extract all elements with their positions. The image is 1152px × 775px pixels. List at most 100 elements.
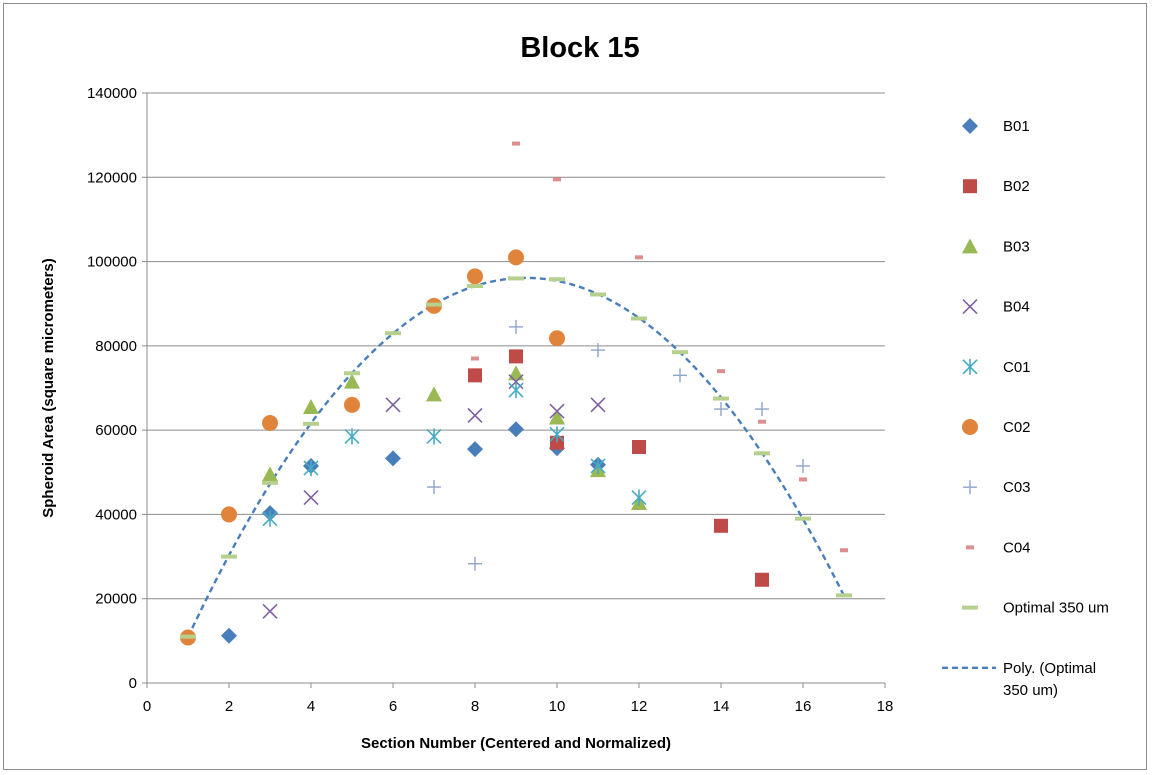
y-tick-label: 0: [129, 675, 137, 692]
legend-item: C03: [963, 479, 1031, 496]
data-point: [840, 548, 848, 553]
data-point: [632, 440, 646, 454]
data-point: [799, 477, 807, 482]
legend-marker: [966, 545, 974, 550]
legend-item: C01: [962, 358, 1031, 376]
data-point: [385, 331, 401, 336]
data-point: [467, 268, 483, 285]
data-point: [344, 371, 360, 376]
x-tick-label: 4: [307, 698, 315, 715]
data-point: [426, 302, 442, 307]
data-point: [549, 426, 565, 443]
data-point: [550, 435, 564, 450]
legend-label: C01: [1003, 359, 1031, 376]
series-optimal-350-um: [180, 276, 852, 639]
x-tick-label: 0: [143, 698, 151, 715]
data-point: [221, 627, 237, 644]
data-point: [385, 450, 401, 467]
data-point: [591, 343, 605, 358]
x-tick-label: 6: [389, 698, 397, 715]
legend-label: C02: [1003, 419, 1031, 436]
x-tick-label: 2: [225, 698, 233, 715]
legend-label: B01: [1003, 118, 1030, 135]
legend-marker: [962, 605, 978, 610]
legend-label: C03: [1003, 479, 1031, 496]
data-point: [717, 369, 725, 374]
data-point: [344, 373, 360, 389]
data-point: [344, 396, 360, 413]
data-point: [512, 141, 520, 146]
x-tick-label: 16: [795, 698, 812, 715]
y-tick-label: 140000: [87, 85, 137, 102]
legend: B01 B02 B03 B04 C01 C02 C03 C04 Optimal 350 um Po…: [942, 118, 1109, 699]
legend-item: C02: [962, 419, 1031, 436]
series-b02: [468, 349, 769, 587]
y-tick-label: 60000: [95, 422, 137, 439]
data-point: [836, 593, 852, 598]
series-c02: [180, 249, 565, 646]
data-point: [755, 402, 769, 417]
y-tick-label: 80000: [95, 338, 137, 355]
data-point: [590, 292, 606, 297]
x-tick-label: 10: [549, 698, 566, 715]
data-point: [303, 421, 319, 426]
data-point: [590, 397, 606, 413]
data-point: [673, 368, 687, 383]
grid-lines: [147, 92, 885, 600]
data-point: [553, 177, 561, 182]
data-points: [180, 141, 852, 646]
legend-marker: [963, 179, 977, 194]
x-tick-label: 18: [877, 698, 894, 715]
legend-label: B02: [1003, 178, 1030, 195]
data-point: [795, 516, 811, 521]
y-tick-label: 120000: [87, 169, 137, 186]
data-point: [549, 403, 565, 419]
legend-marker: [962, 299, 978, 315]
y-tick-label: 20000: [95, 591, 137, 608]
legend-label: 350 um): [1003, 682, 1058, 699]
data-point: [467, 284, 483, 289]
data-point: [672, 350, 688, 355]
legend-item: B03: [962, 238, 1030, 255]
data-point: [262, 466, 278, 482]
data-point: [467, 441, 483, 458]
data-point: [262, 480, 278, 485]
data-point: [344, 428, 360, 445]
legend-item: B01: [962, 118, 1030, 135]
data-point: [755, 572, 769, 587]
data-point: [714, 518, 728, 533]
legend-item-trendline: Poly. (Optimal 350 um): [942, 660, 1096, 699]
data-point: [427, 480, 441, 495]
data-point: [262, 603, 278, 619]
data-point: [508, 382, 524, 399]
data-point: [508, 421, 524, 438]
legend-marker: [963, 480, 977, 495]
x-axis-title: Section Number (Centered and Normalized): [361, 735, 671, 752]
legend-marker: [962, 358, 978, 375]
legend-item: Optimal 350 um: [962, 600, 1109, 617]
legend-label: B04: [1003, 299, 1030, 316]
data-point: [631, 489, 647, 506]
legend-label: Optimal 350 um: [1003, 600, 1109, 617]
x-tick-label: 12: [631, 698, 648, 715]
legend-item: C04: [966, 539, 1031, 556]
data-point: [262, 510, 278, 527]
axes: 0 20000 40000 60000 80000 100000 120000 140000 0…: [87, 85, 893, 715]
legend-label: Poly. (Optimal: [1003, 660, 1096, 677]
data-point: [303, 490, 319, 506]
data-point: [180, 634, 196, 639]
legend-marker: [962, 419, 978, 435]
data-point: [468, 368, 482, 383]
data-point: [303, 460, 319, 477]
legend-marker: [962, 118, 978, 134]
data-point: [714, 402, 728, 417]
data-point: [385, 397, 401, 413]
legend-item: B04: [962, 299, 1030, 316]
data-point: [713, 396, 729, 401]
y-tick-label: 100000: [87, 254, 137, 271]
series-b03: [262, 365, 647, 511]
data-point: [426, 428, 442, 445]
x-tick-label: 8: [471, 698, 479, 715]
data-point: [426, 386, 442, 402]
